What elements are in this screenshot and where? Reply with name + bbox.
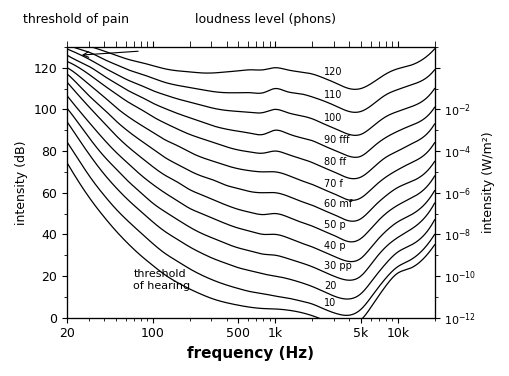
Text: 10: 10 <box>323 298 335 308</box>
Text: 80 ff: 80 ff <box>323 157 346 167</box>
Text: threshold
of hearing: threshold of hearing <box>133 269 190 291</box>
Text: threshold of pain: threshold of pain <box>23 13 129 26</box>
Y-axis label: intensity (dB): intensity (dB) <box>15 140 28 224</box>
Text: loudness level (phons): loudness level (phons) <box>194 13 335 26</box>
Text: 50 p: 50 p <box>323 220 345 230</box>
X-axis label: frequency (Hz): frequency (Hz) <box>187 346 314 361</box>
Text: 30 pp: 30 pp <box>323 261 351 271</box>
Text: 70 f: 70 f <box>323 179 342 189</box>
Text: 20: 20 <box>323 281 336 291</box>
Text: 90 fff: 90 fff <box>323 135 349 145</box>
Text: 120: 120 <box>323 67 342 77</box>
Text: 60 mf: 60 mf <box>323 199 352 209</box>
Text: 100: 100 <box>323 113 342 123</box>
Text: 40 p: 40 p <box>323 241 345 251</box>
Y-axis label: intensity (W/m²): intensity (W/m²) <box>481 132 494 233</box>
Text: 110: 110 <box>323 90 342 100</box>
